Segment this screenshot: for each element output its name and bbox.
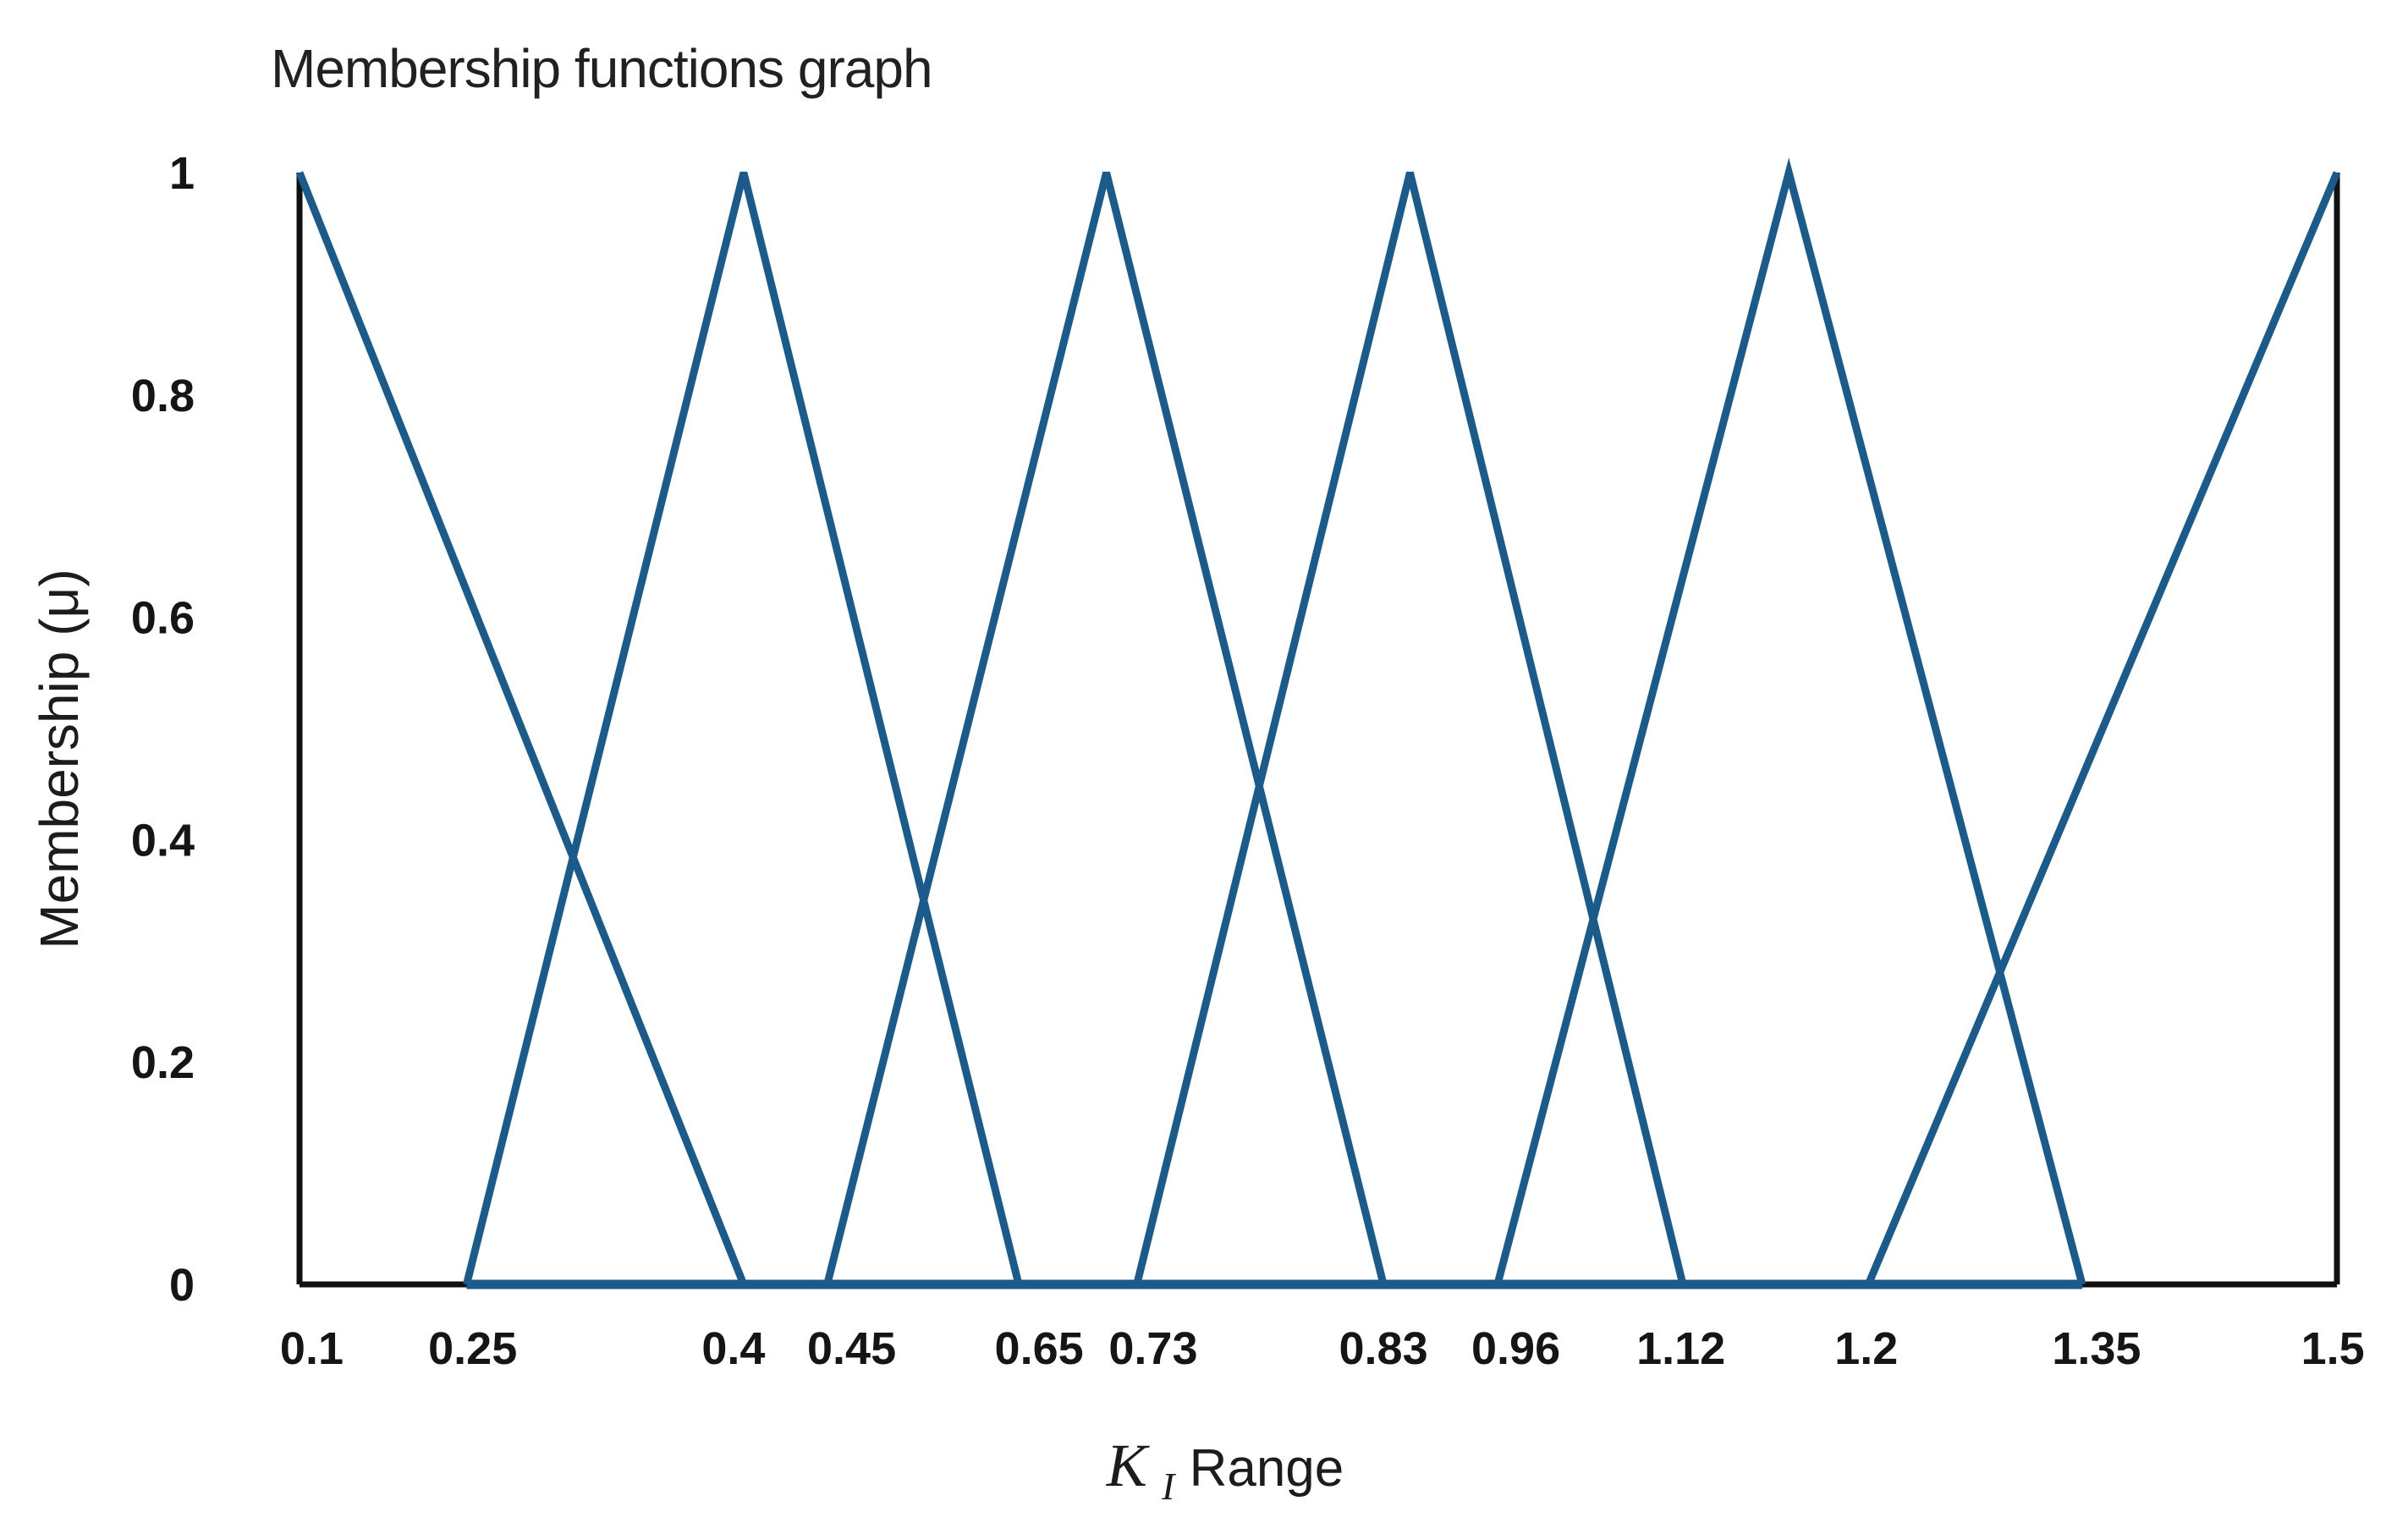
x-tick-labels: 0.1 0.25 0.4 0.45 0.65 0.73 0.83 0.96 1.12 1.2 1.3… [280, 1323, 2365, 1374]
mf-1-curve [295, 171, 748, 1286]
y-tick-0.4: 0.4 [131, 815, 195, 866]
x-tick-1.5: 1.5 [2301, 1323, 2365, 1374]
x-tick-1.2: 1.2 [1834, 1323, 1898, 1374]
y-tick-0.2: 0.2 [131, 1037, 195, 1088]
mf-6-curve [1865, 171, 2341, 1286]
x-tick-0.45: 0.45 [807, 1323, 896, 1374]
chart-title: Membership functions graph [271, 38, 932, 99]
membership-curves [295, 157, 2341, 1289]
y-tick-0.8: 0.8 [131, 371, 195, 421]
x-tick-0.73: 0.73 [1108, 1323, 1197, 1374]
y-tick-0: 0 [169, 1260, 195, 1311]
x-label-symbol: K [1106, 1432, 1151, 1499]
mf-5-curve [1493, 157, 2086, 1286]
x-tick-1.12: 1.12 [1636, 1323, 1725, 1374]
mf-4-curve [1133, 171, 1687, 1286]
y-tick-1: 1 [169, 148, 195, 199]
x-tick-0.1: 0.1 [280, 1323, 344, 1374]
x-tick-0.4: 0.4 [701, 1323, 765, 1374]
y-tick-labels: 1 0.8 0.6 0.4 0.2 0 [131, 148, 195, 1311]
mf-2-curve [463, 171, 1023, 1286]
x-label-subscript: I [1161, 1465, 1177, 1508]
y-axis-label: Membership (μ) [29, 569, 90, 948]
mf-3-curve [823, 171, 1388, 1286]
x-tick-0.25: 0.25 [428, 1323, 517, 1374]
y-tick-0.6: 0.6 [131, 593, 195, 644]
x-tick-0.65: 0.65 [995, 1323, 1084, 1374]
x-tick-1.35: 1.35 [2052, 1323, 2141, 1374]
x-tick-0.96: 0.96 [1471, 1323, 1560, 1374]
x-label-text: Range [1190, 1439, 1344, 1498]
x-tick-0.83: 0.83 [1339, 1323, 1428, 1374]
x-axis-label: K I Range [1106, 1432, 1344, 1511]
